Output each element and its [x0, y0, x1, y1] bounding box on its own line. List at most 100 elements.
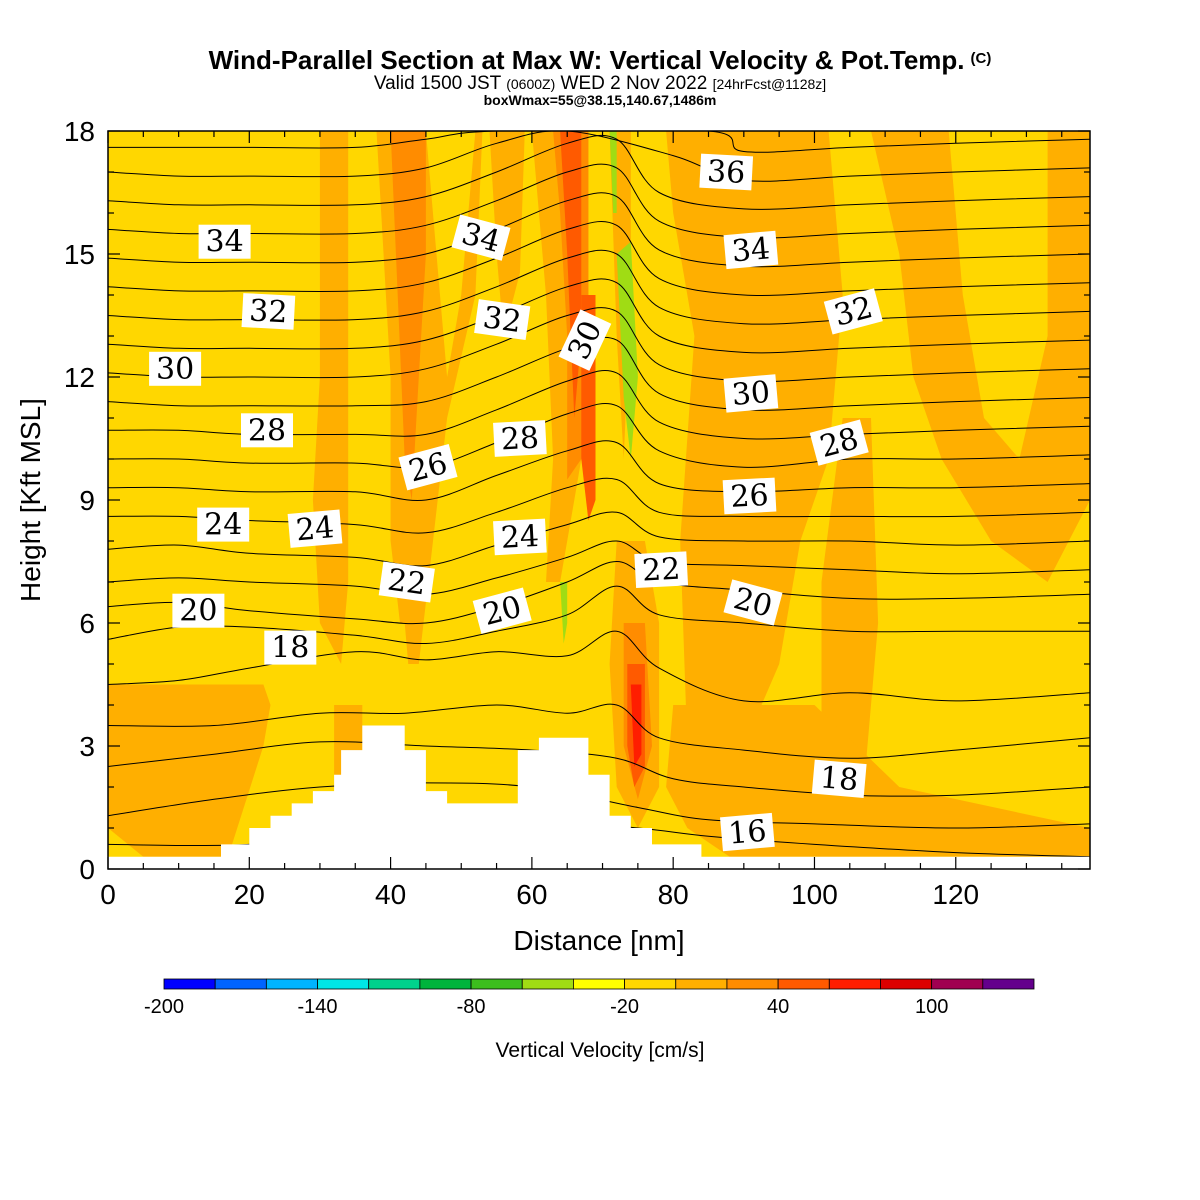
- contour-label: 28: [809, 419, 869, 466]
- contour-label: 20: [172, 593, 225, 629]
- contour-label: 18: [811, 759, 867, 799]
- valid-date: WED 2 Nov 2022: [560, 73, 708, 94]
- y-tick-label: 6: [79, 608, 95, 639]
- colorbar-swatch: [931, 978, 984, 990]
- contour-label: 28: [241, 413, 293, 448]
- colorbar-tick-label: 40: [767, 996, 789, 1018]
- velocity-region: [609, 131, 617, 213]
- contour-label-box: [198, 224, 251, 259]
- theta-isoline: [108, 192, 1090, 268]
- theta-isoline: [108, 131, 1090, 153]
- x-axis: 0 20 40 60 80 100 120: [100, 131, 1063, 910]
- theta-isoline: [108, 630, 1090, 703]
- contour-label: 22: [634, 551, 689, 589]
- theta-isoline: [108, 540, 1090, 595]
- colorbar-label: Vertical Velocity [cm/s]: [496, 1039, 705, 1062]
- contour-label: 24: [493, 518, 547, 556]
- contour-label-text: 16: [727, 814, 768, 852]
- x-tick-label: 120: [932, 879, 979, 910]
- velocity-region: [108, 684, 271, 857]
- velocity-region: [425, 131, 476, 377]
- contour-label: 24: [197, 507, 250, 543]
- contour-label-text: 18: [819, 760, 860, 798]
- colorbar-swatch: [521, 978, 574, 990]
- contour-label-box: [472, 587, 532, 634]
- contour-label-box: [634, 551, 689, 589]
- contour-label-text: 34: [206, 225, 244, 260]
- contour-label-box: [723, 374, 779, 413]
- terrain-fill: [108, 725, 1090, 869]
- colorbar-swatch: [317, 978, 370, 990]
- contour-label-box: [720, 812, 775, 852]
- colorbar-swatch: [419, 978, 472, 990]
- contour-label-box: [149, 351, 202, 386]
- colorbar-swatch: [214, 978, 267, 990]
- contour-label-text: 28: [500, 421, 540, 458]
- colorbar: [163, 978, 1035, 990]
- y-tick-label: 12: [64, 362, 95, 393]
- contour-label-text: 30: [730, 375, 771, 413]
- contour-label-text: 34: [730, 231, 771, 269]
- contour-label-box: [811, 759, 867, 799]
- velocity-region: [560, 582, 568, 644]
- contour-label: 34: [723, 230, 779, 269]
- contour-label-box: [172, 593, 225, 628]
- colorbar-swatch: [368, 978, 421, 990]
- contour-label-text: 32: [481, 300, 524, 340]
- colorbar-tick-label: -80: [457, 996, 486, 1018]
- contour-label: 32: [823, 288, 883, 335]
- contour-label-text: 22: [385, 563, 428, 603]
- contour-label-box: [241, 413, 293, 448]
- contour-label-text: 36: [706, 154, 746, 191]
- contour-label-text: 24: [294, 510, 335, 548]
- contour-label-box: [474, 299, 531, 341]
- contour-label: 20: [723, 579, 783, 626]
- contour-label-box: [241, 293, 296, 330]
- x-axis-label: Distance [nm]: [513, 925, 684, 956]
- colorbar-tick-label: -20: [610, 996, 639, 1018]
- contour-label-box: [451, 214, 511, 261]
- colorbar-swatch: [163, 978, 216, 990]
- y-tick-label: 9: [79, 485, 95, 516]
- contour-label-box: [493, 420, 547, 457]
- contour-label-text: 24: [204, 508, 242, 543]
- chart-title-text: Wind-Parallel Section at Max W: Vertical…: [208, 45, 965, 75]
- contour-label: 34: [451, 214, 511, 261]
- colorbar-swatch: [573, 978, 625, 990]
- contour-label-text: 30: [156, 352, 194, 387]
- contour-label: 22: [378, 561, 435, 603]
- colorbar-swatch: [777, 978, 830, 990]
- valid-time: Valid 1500 JST: [373, 73, 501, 94]
- chart-title: Wind-Parallel Section at Max W: Vertical…: [0, 44, 1200, 75]
- theta-isoline: [108, 134, 1090, 210]
- velocity-region: [630, 684, 642, 767]
- contour-label-box: [398, 444, 458, 491]
- valid-utc: (0600Z): [506, 76, 556, 92]
- colorbar-tick-label: -200: [144, 996, 184, 1018]
- colorbar-swatch: [624, 978, 677, 990]
- contour-label: 30: [149, 351, 202, 387]
- contour-label: 20: [472, 587, 532, 634]
- velocity-region: [383, 623, 412, 746]
- theta-isoline: [108, 403, 1090, 469]
- terrain-mask: [108, 725, 1090, 869]
- theta-isoline: [108, 585, 1090, 645]
- contour-label-box: [558, 309, 612, 371]
- velocity-region: [948, 131, 1048, 459]
- contour-label-text: 32: [248, 293, 288, 330]
- colorbar-swatch: [726, 978, 779, 990]
- contour-label-text: 22: [641, 552, 681, 589]
- x-tick-label: 100: [791, 879, 838, 910]
- contour-label-box: [493, 518, 547, 556]
- x-tick-label: 60: [516, 879, 547, 910]
- contour-label-box: [699, 153, 754, 191]
- box-max-info: boxWmax=55@38.15,140.67,1486m: [483, 92, 717, 108]
- theta-isoline: [108, 163, 1090, 239]
- contour-label: 24: [287, 509, 343, 548]
- x-tick-label: 0: [100, 879, 116, 910]
- colorbar-tick-label: -140: [298, 996, 338, 1018]
- x-tick-label: 20: [234, 879, 265, 910]
- colorbar-swatch: [982, 978, 1035, 990]
- contour-label-box: [378, 561, 435, 603]
- chart-header: Wind-Parallel Section at Max W: Vertical…: [0, 44, 1200, 107]
